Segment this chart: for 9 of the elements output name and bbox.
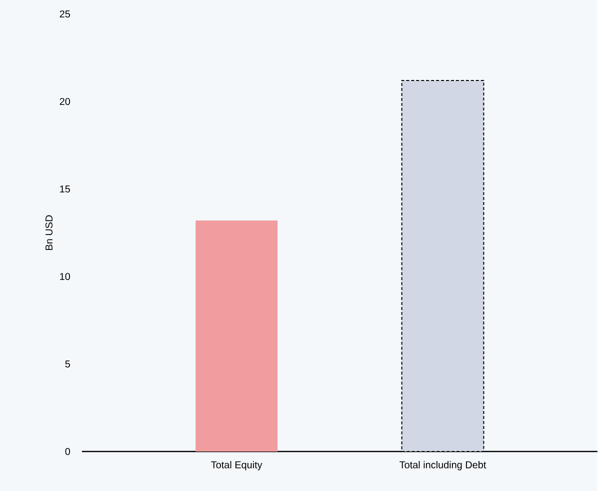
x-tick-label: Total Equity: [211, 460, 262, 470]
y-tick-label: 20: [60, 98, 70, 105]
y-tick-label: 25: [60, 10, 70, 18]
y-tick-label: 15: [60, 185, 70, 192]
y-axis-title: Bn USD: [45, 215, 53, 250]
x-tick-label: Total including Debt: [400, 460, 486, 470]
y-tick-label: 5: [65, 360, 70, 368]
y-tick-label: 10: [60, 272, 70, 280]
y-tick-label: 0: [65, 448, 70, 455]
